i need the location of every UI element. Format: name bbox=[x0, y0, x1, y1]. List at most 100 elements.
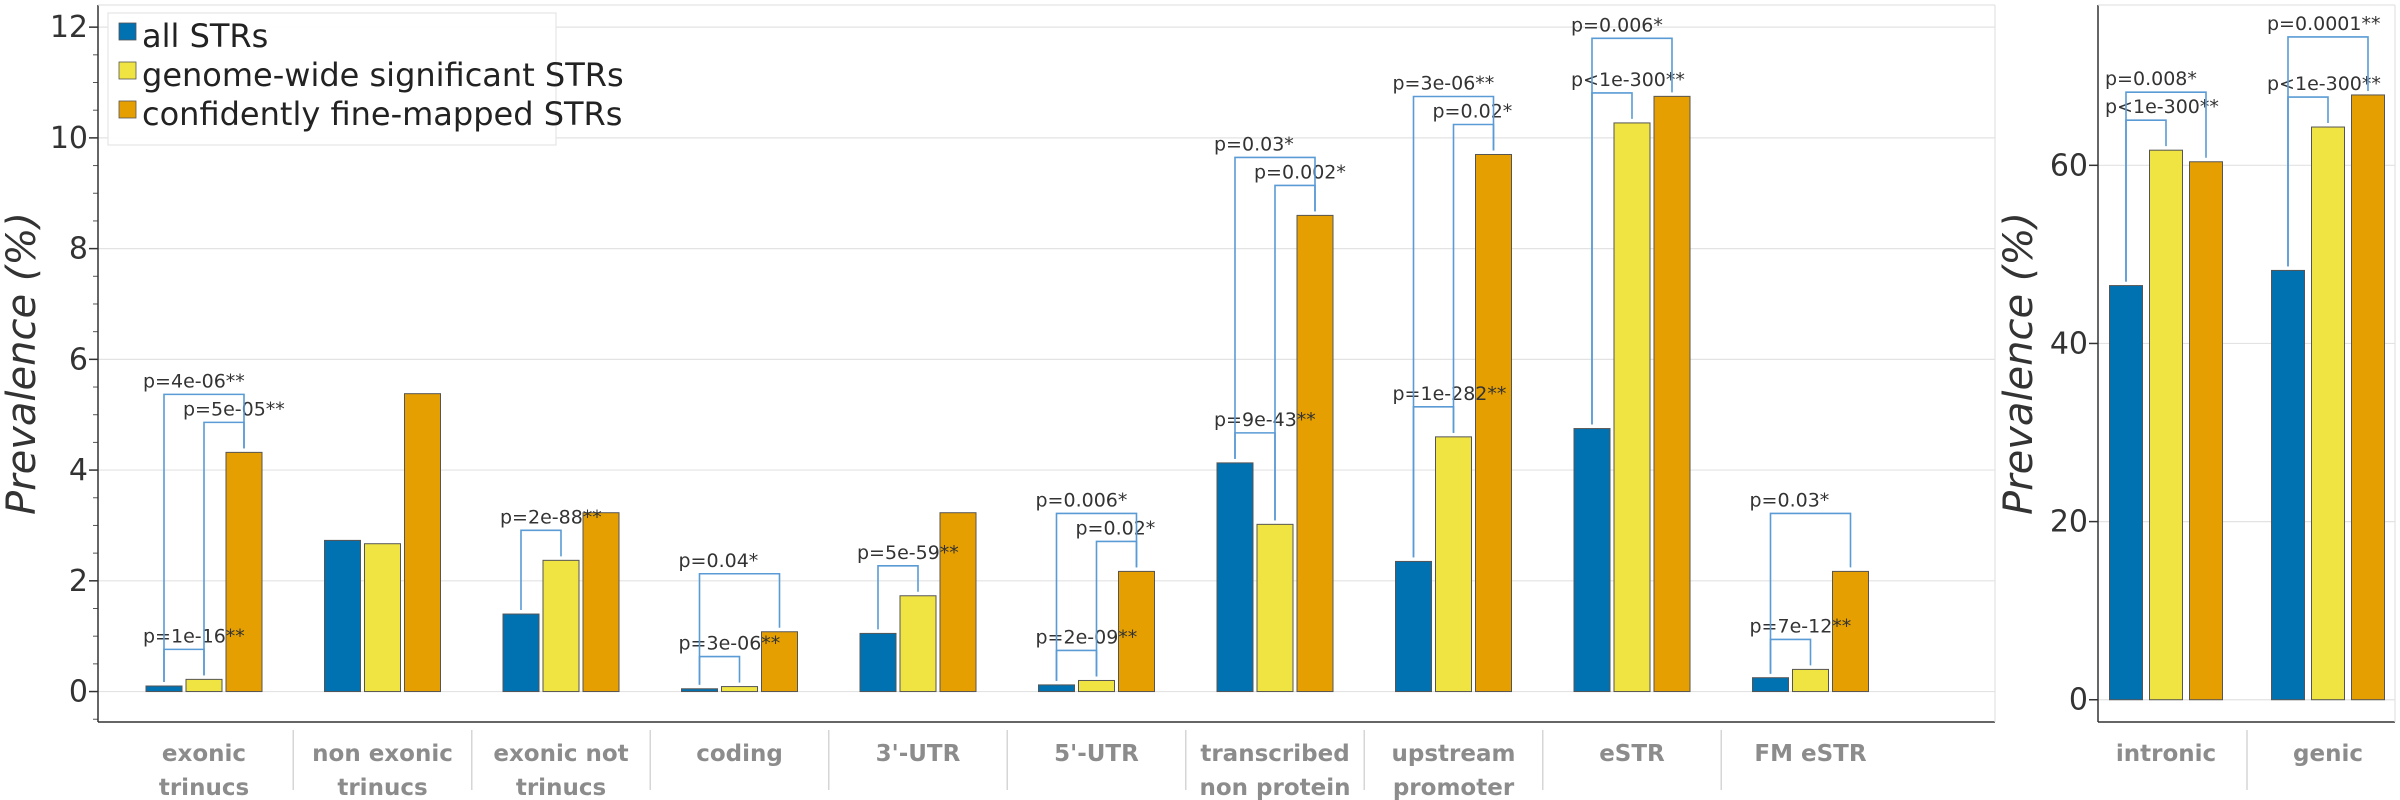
legend-swatch bbox=[118, 61, 137, 80]
p-value-label: p=3e-06** bbox=[679, 633, 781, 655]
bar bbox=[1653, 95, 1691, 693]
significance-bracket bbox=[163, 393, 245, 683]
bar bbox=[2311, 126, 2345, 701]
bar bbox=[2109, 285, 2143, 701]
legend-label: genome-wide significant STRs bbox=[142, 56, 624, 94]
legend-label: all STRs bbox=[142, 17, 268, 55]
main-panel: 0 2 4 6 8 10 12 Prevalence (%) exonic trinucs non … bbox=[0, 4, 1996, 800]
significance-bracket bbox=[877, 564, 919, 630]
p-value-label: p=2e-09** bbox=[1036, 626, 1138, 648]
legend-swatch bbox=[118, 22, 137, 41]
p-value-label: p=1e-16** bbox=[143, 625, 245, 647]
x-category-label: intronic bbox=[2116, 741, 2216, 767]
bar bbox=[721, 686, 758, 693]
bar bbox=[1475, 153, 1512, 693]
significance-bracket bbox=[520, 529, 562, 611]
x-category-label: exonic not bbox=[493, 741, 628, 767]
p-value-label: p=0.03* bbox=[1214, 133, 1294, 155]
p-value-label: p=0.0001** bbox=[2267, 13, 2380, 35]
y-tick-label: 60 bbox=[2050, 148, 2088, 183]
bar bbox=[1792, 668, 1829, 693]
x-category-label: trinucs bbox=[516, 775, 606, 800]
bar bbox=[761, 631, 798, 693]
p-value-label: p=3e-06** bbox=[1393, 72, 1495, 94]
y-tick-label: 12 bbox=[50, 10, 88, 45]
x-category-label: FM eSTR bbox=[1754, 741, 1866, 767]
p-value-label: p<1e-300** bbox=[1571, 69, 1685, 91]
p-value-label: p=7e-12** bbox=[1750, 615, 1852, 637]
significance-bracket bbox=[1591, 37, 1673, 425]
p-value-label: p=0.002* bbox=[1254, 161, 1346, 183]
p-value-label: p=9e-43** bbox=[1214, 409, 1316, 431]
p-value-label: p=0.02* bbox=[1433, 100, 1513, 122]
x-category-label: promoter bbox=[1393, 775, 1515, 800]
bar bbox=[1078, 679, 1115, 693]
significance-bracket bbox=[1055, 649, 1098, 681]
x-category-label: upstream bbox=[1392, 741, 1516, 767]
x-category-label: non protein bbox=[1199, 775, 1350, 800]
y-tick-label: 0 bbox=[69, 675, 88, 710]
bar bbox=[2149, 149, 2183, 701]
bar bbox=[2271, 269, 2305, 701]
x-category-label: 3'-UTR bbox=[876, 741, 961, 767]
significance-bracket bbox=[2125, 91, 2207, 282]
bar bbox=[899, 595, 937, 693]
bar bbox=[1118, 570, 1155, 693]
significance-bracket bbox=[1234, 156, 1316, 459]
bar bbox=[939, 512, 977, 693]
legend-swatch bbox=[118, 100, 137, 119]
x-category-label: eSTR bbox=[1599, 741, 1665, 767]
bar bbox=[1613, 122, 1651, 693]
significance-bracket bbox=[2287, 36, 2369, 267]
x-category-label: trinucs bbox=[337, 775, 427, 800]
bar bbox=[324, 539, 361, 693]
p-value-label: p=2e-88** bbox=[500, 506, 602, 528]
x-category-label: transcribed bbox=[1200, 741, 1349, 767]
x-category-label: 5'-UTR bbox=[1054, 741, 1139, 767]
p-value-label: p=0.03* bbox=[1750, 489, 1830, 511]
bar bbox=[582, 512, 620, 693]
bar bbox=[2351, 94, 2385, 701]
bar bbox=[1395, 560, 1432, 693]
p-value-label: p=0.006* bbox=[1571, 14, 1663, 36]
y-tick-label: 0 bbox=[2069, 683, 2088, 718]
significance-bracket bbox=[698, 655, 741, 685]
significance-bracket bbox=[1769, 512, 1852, 674]
y-tick-label: 6 bbox=[69, 342, 88, 377]
y-tick-label: 20 bbox=[2050, 505, 2088, 540]
p-value-label: p<1e-300** bbox=[2267, 73, 2381, 95]
p-value-label: p=0.006* bbox=[1036, 489, 1128, 511]
y-axis-title: Prevalence (%) bbox=[1996, 212, 2042, 515]
bar bbox=[1256, 523, 1294, 693]
bar bbox=[1435, 436, 1472, 693]
bar bbox=[185, 678, 223, 693]
p-value-label: p=5e-59** bbox=[857, 542, 959, 564]
bar bbox=[364, 543, 401, 693]
bar bbox=[1752, 677, 1789, 693]
x-category-label: coding bbox=[696, 741, 783, 767]
bar bbox=[681, 688, 718, 693]
significance-bracket bbox=[1769, 638, 1812, 674]
p-value-label: p=0.02* bbox=[1076, 517, 1156, 539]
y-tick-label: 4 bbox=[69, 453, 88, 488]
p-value-label: p<1e-300** bbox=[2105, 96, 2219, 118]
legend-box bbox=[107, 12, 557, 146]
bar bbox=[542, 559, 580, 693]
y-tick-label: 10 bbox=[50, 121, 88, 156]
p-value-label: p=4e-06** bbox=[143, 370, 245, 392]
bar bbox=[859, 632, 897, 693]
p-value-label: p=0.04* bbox=[679, 550, 759, 572]
x-category-label: non exonic bbox=[312, 741, 453, 767]
significance-bracket bbox=[163, 648, 205, 683]
y-tick-label: 40 bbox=[2050, 326, 2088, 361]
x-category-label: trinucs bbox=[159, 775, 249, 800]
bar bbox=[502, 613, 540, 693]
bar bbox=[225, 451, 263, 693]
p-value-label: p=5e-05** bbox=[183, 398, 285, 420]
p-value-label: p=0.008* bbox=[2105, 68, 2197, 90]
y-axis-title: Prevalence (%) bbox=[0, 212, 45, 515]
bar bbox=[1038, 684, 1075, 693]
bar bbox=[404, 393, 441, 693]
